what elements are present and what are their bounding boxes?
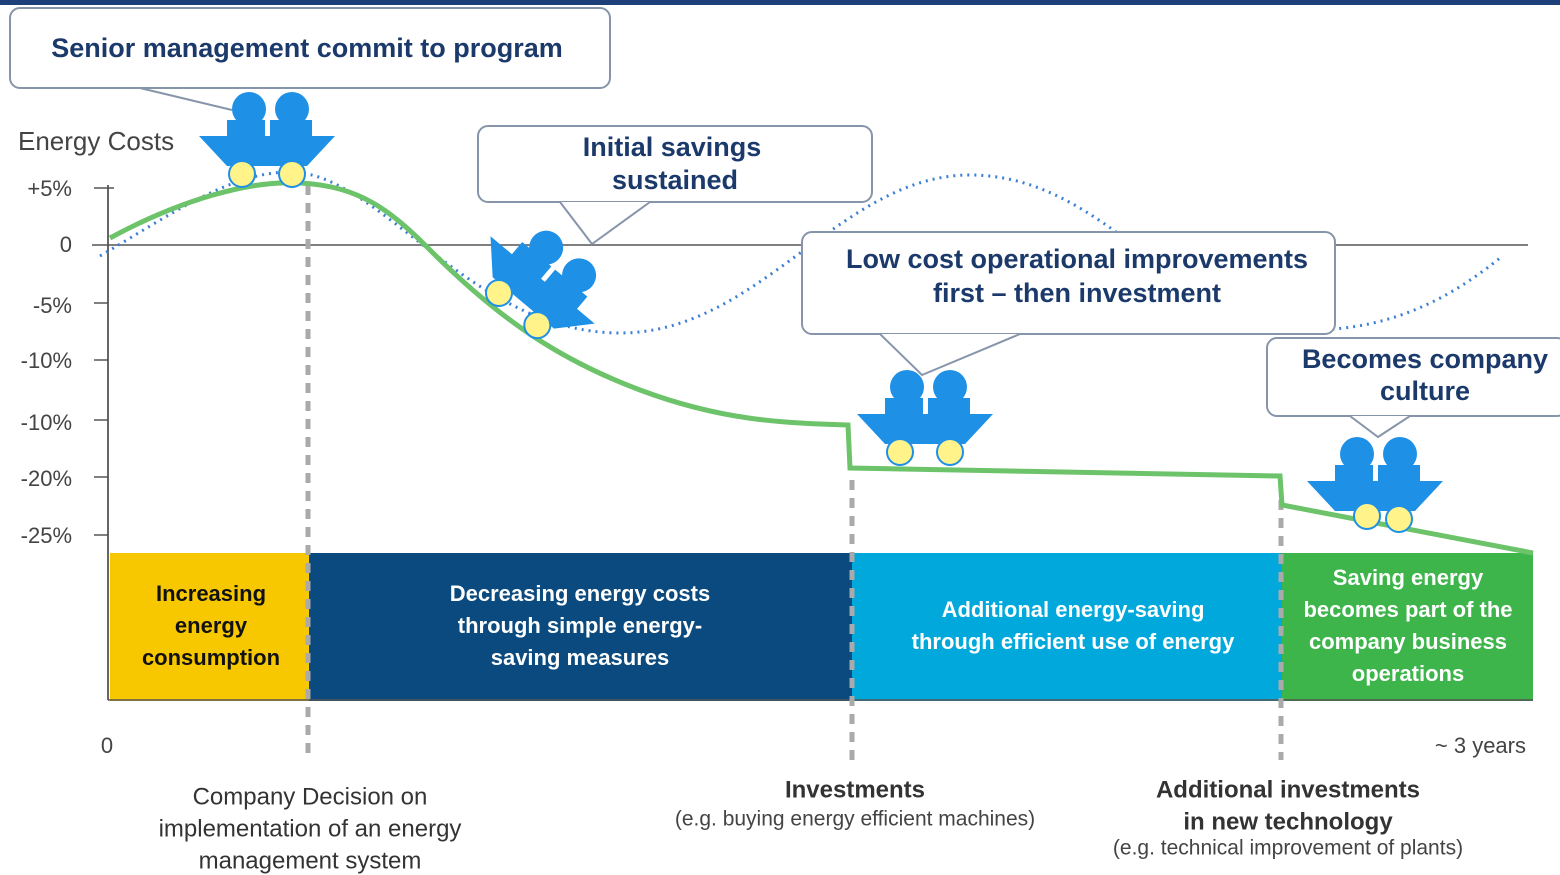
phase-text: consumption (142, 645, 280, 670)
phase-text: Saving energy (1333, 565, 1484, 590)
milestone-text: Investments (785, 776, 925, 803)
y-label: -25% (21, 523, 72, 548)
phase-text: Decreasing energy costs (450, 581, 710, 606)
milestone-note: (e.g. buying energy efficient machines) (675, 808, 1035, 831)
axis-title: Energy Costs (18, 126, 174, 156)
phase-text: Increasing (156, 581, 266, 606)
cart (857, 370, 993, 466)
phase-text: through simple energy- (458, 613, 702, 638)
phase-text: becomes part of the (1303, 597, 1512, 622)
y-label: -10% (21, 348, 72, 373)
callout: Senior management commit to program (9, 7, 611, 111)
cart (1307, 437, 1443, 533)
milestone-text: Additional investments (1156, 776, 1420, 803)
milestone-text: implementation of an energy (159, 815, 462, 842)
callout: Becomes company culture (1266, 337, 1560, 439)
cart (484, 230, 597, 340)
callout-text: Becomes company (1302, 344, 1548, 374)
y-label: +5% (27, 176, 72, 201)
phase-block (1282, 553, 1533, 701)
phase-block (110, 553, 309, 701)
phase-text: energy (175, 613, 248, 638)
milestone-text: management system (199, 847, 422, 874)
y-label: 0 (60, 232, 72, 257)
phase-text: through efficient use of energy (912, 629, 1235, 654)
callout-text: Initial savings (583, 132, 762, 162)
milestone-note: (e.g. technical improvement of plants) (1113, 837, 1463, 860)
callout-text: Senior management commit to program (51, 33, 563, 63)
callout-text: culture (1380, 376, 1470, 406)
phase-dividers (305, 185, 1284, 760)
y-ticks (94, 187, 114, 536)
callout: Initial savings sustained (477, 125, 873, 246)
cost-curve (108, 180, 1534, 556)
y-label: -5% (33, 293, 72, 318)
phase-text: company business (1309, 629, 1507, 654)
y-label: -10% (21, 410, 72, 435)
callout-text: sustained (612, 165, 738, 195)
cart (199, 92, 335, 188)
milestone-text: in new technology (1183, 808, 1393, 835)
x-end: ~ 3 years (1435, 733, 1526, 758)
phase-text: Additional energy-saving (942, 597, 1205, 622)
top-strip (0, 0, 1560, 5)
callout-text: Low cost operational improvements (846, 244, 1308, 274)
y-label: -20% (21, 466, 72, 491)
phase-block (309, 553, 852, 701)
callout: Low cost operational improvements first … (801, 231, 1336, 377)
phase-text: saving measures (491, 645, 670, 670)
phase-block (852, 553, 1282, 701)
callout-text: first – then investment (933, 278, 1221, 308)
milestone-text: Company Decision on (193, 783, 428, 810)
x-start: 0 (101, 733, 113, 758)
phase-text: operations (1352, 661, 1464, 686)
